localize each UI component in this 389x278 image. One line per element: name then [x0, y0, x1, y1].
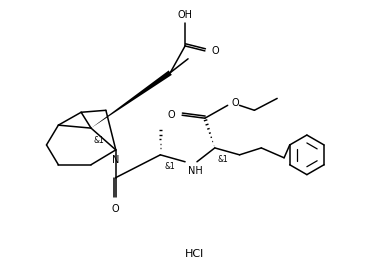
Text: O: O: [212, 46, 219, 56]
Text: &1: &1: [93, 136, 104, 145]
Text: O: O: [112, 204, 119, 214]
Text: HCl: HCl: [184, 249, 203, 259]
Text: OH: OH: [178, 10, 193, 20]
Text: N: N: [112, 155, 119, 165]
Text: &1: &1: [218, 155, 228, 164]
Text: &1: &1: [164, 162, 175, 171]
Text: O: O: [168, 110, 175, 120]
Text: O: O: [231, 98, 239, 108]
Polygon shape: [91, 70, 172, 128]
Text: NH: NH: [188, 166, 203, 176]
